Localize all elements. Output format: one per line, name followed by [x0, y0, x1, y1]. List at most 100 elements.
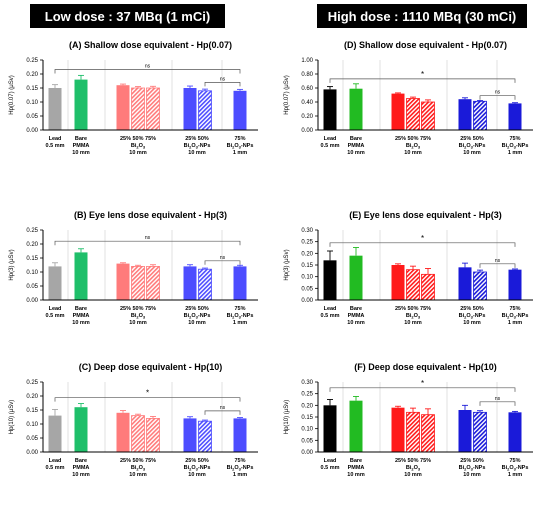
bar	[74, 407, 88, 452]
x-group-label: Bi2O3-NPs	[459, 465, 486, 472]
x-group-label: 25% 50% 75%	[120, 136, 156, 142]
label-part: O	[191, 465, 196, 471]
y-tick-label: 0.25	[26, 380, 38, 386]
label-part: Bi	[184, 143, 190, 149]
label-part: -NPs	[241, 143, 254, 149]
bar	[458, 267, 472, 300]
bar	[458, 410, 472, 452]
x-group-label: 10 mm	[404, 472, 422, 478]
x-group-label: 0.5 mm	[46, 143, 65, 149]
x-group-label: Bi2O3	[406, 143, 421, 150]
x-group-label: 25% 50% 75%	[395, 458, 431, 464]
x-group-label: 25% 50%	[460, 458, 484, 464]
y-tick-label: 0.05	[26, 436, 38, 442]
x-group-label: Bi2O3-NPs	[184, 313, 211, 320]
x-group-label: Bare	[350, 136, 362, 142]
label-part: Bi	[227, 313, 233, 319]
significance-label: ns	[220, 76, 226, 82]
x-group-label: 75%	[509, 458, 520, 464]
x-group-label: 10 mm	[463, 472, 481, 478]
x-group-label: Bare	[350, 458, 362, 464]
x-group-label: 25% 50%	[185, 458, 209, 464]
label-part: 2	[232, 145, 235, 150]
label-part: Bi	[227, 143, 233, 149]
significance-bracket	[204, 82, 241, 87]
x-group-label: 10 mm	[404, 150, 422, 156]
significance-label: *	[421, 379, 424, 388]
bar	[473, 100, 487, 131]
bar	[146, 266, 160, 301]
significance-bracket	[204, 260, 241, 265]
x-group-label: 10 mm	[129, 472, 147, 478]
x-group-label: 10 mm	[72, 472, 90, 478]
x-group-label: Bi2O3-NPs	[227, 313, 254, 320]
x-group-label: 25% 50%	[460, 136, 484, 142]
x-group-label: Bi2O3-NPs	[502, 313, 529, 320]
x-group-label: 0.5 mm	[321, 143, 340, 149]
significance-label: ns	[220, 255, 226, 261]
label-part: O	[509, 143, 514, 149]
chart-title: (C) Deep dose equivalent - Hp(10)	[79, 362, 223, 372]
label-part: O	[414, 313, 419, 319]
significance-label: ns	[145, 64, 151, 70]
label-part: 3	[239, 145, 242, 150]
x-group-label: PMMA	[348, 313, 365, 319]
bar	[131, 87, 145, 131]
label-part: 2	[507, 467, 510, 472]
y-tick-label: 0.25	[301, 240, 313, 246]
x-group-label: 25% 50%	[460, 306, 484, 312]
y-tick-label: 0.25	[26, 58, 38, 64]
chart-panel-b: (B) Eye lens dose equivalent - Hp(3) Hp(3…	[9, 210, 258, 326]
bar	[508, 269, 522, 300]
bar	[323, 89, 337, 130]
label-part: O	[191, 313, 196, 319]
x-group-label: Bi2O3	[406, 465, 421, 472]
y-tick-label: 0.10	[301, 275, 313, 281]
label-part: 3	[418, 145, 421, 150]
bar	[116, 412, 130, 452]
significance-label: ns	[495, 258, 501, 264]
x-group-label: 10 mm	[347, 320, 365, 326]
x-group-label: PMMA	[348, 143, 365, 149]
x-group-label: Bi2O3	[131, 465, 146, 472]
label-part: Bi	[227, 465, 233, 471]
y-tick-label: 0.00	[26, 298, 38, 304]
x-group-label: Bare	[75, 136, 87, 142]
label-part: 2	[507, 315, 510, 320]
x-group-label: Lead	[324, 458, 337, 464]
bar	[473, 411, 487, 453]
bar	[198, 420, 212, 453]
bar	[198, 90, 212, 131]
y-axis-label: Hp(0.07) (μSv)	[9, 75, 15, 114]
y-tick-label: 0.05	[26, 284, 38, 290]
y-tick-label: 0.40	[301, 100, 313, 106]
label-part: Bi	[502, 143, 508, 149]
label-part: 3	[196, 315, 199, 320]
y-tick-label: 0.00	[301, 128, 313, 134]
x-group-label: PMMA	[73, 465, 90, 471]
label-part: 3	[471, 315, 474, 320]
label-part: O	[509, 465, 514, 471]
x-group-label: 10 mm	[72, 150, 90, 156]
y-tick-label: 0.15	[26, 86, 38, 92]
y-tick-label: 0.60	[301, 86, 313, 92]
x-group-label: Lead	[324, 136, 337, 142]
x-group-label: 10 mm	[347, 150, 365, 156]
x-group-label: 10 mm	[129, 320, 147, 326]
label-part: O	[414, 465, 419, 471]
bar	[183, 266, 197, 300]
label-part: O	[509, 313, 514, 319]
chart-title: (D) Shallow dose equivalent - Hp(0.07)	[344, 40, 507, 50]
significance-bracket	[54, 69, 241, 74]
significance-bracket	[204, 410, 241, 415]
label-part: 2	[232, 467, 235, 472]
label-part: O	[234, 465, 239, 471]
chart-title: (F) Deep dose equivalent - Hp(10)	[354, 362, 497, 372]
x-group-label: PMMA	[73, 313, 90, 319]
label-part: O	[466, 313, 471, 319]
bar	[233, 266, 247, 300]
label-part: Bi	[131, 313, 137, 319]
significance-label: ns	[495, 90, 501, 96]
significance-label: *	[421, 234, 424, 243]
y-tick-label: 0.15	[26, 408, 38, 414]
